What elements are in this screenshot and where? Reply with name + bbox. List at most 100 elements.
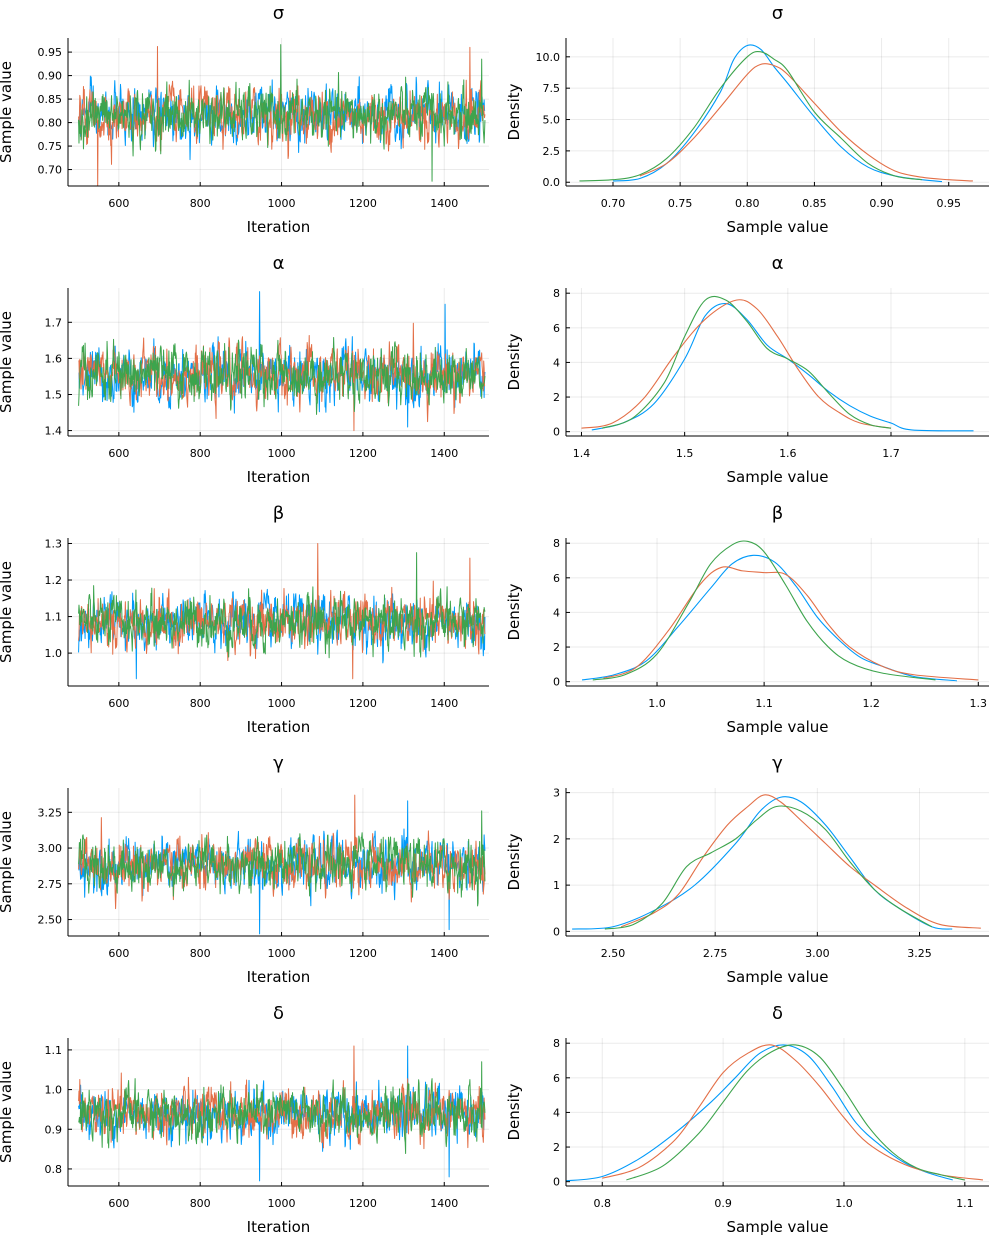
- x-axis-title: Sample value: [727, 218, 829, 236]
- y-tick-label: 1: [553, 879, 560, 892]
- y-tick-label: 6: [553, 322, 560, 335]
- density-plot-2: 1.0 1.1 1.2 1.3 0 2 4 6 8 β Sample value Density: [505, 503, 989, 736]
- series-group: [566, 1044, 984, 1182]
- x-tick-label: 600: [108, 197, 129, 210]
- y-tick-label: 5.0: [543, 114, 561, 127]
- y-tick-label: 0.90: [38, 70, 63, 83]
- density-curve-chain-3: [626, 1044, 965, 1181]
- density-curve-chain-2: [620, 794, 981, 929]
- y-tick-label: 3.00: [38, 842, 63, 855]
- panel-title: γ: [772, 753, 783, 774]
- density-curve-chain-1: [612, 44, 943, 183]
- density-plot-0: 0.70 0.75 0.80 0.85 0.90 0.95 0.0 2.5 5.0 7.5 10.0…: [505, 3, 989, 236]
- y-tick-label: 2: [553, 833, 560, 846]
- trace-plot-4: 600 800 1000 1200 1400 0.8 0.9 1.0 1.1 δ Iteration…: [0, 1003, 489, 1236]
- y-axis-title: Sample value: [0, 561, 15, 663]
- panel-title: β: [772, 503, 784, 524]
- y-tick-label: 6: [553, 1072, 560, 1085]
- y-tick-label: 1.4: [45, 425, 63, 438]
- density-curve-chain-1: [581, 554, 957, 682]
- x-tick-label: 800: [190, 447, 211, 460]
- y-tick-label: 8: [553, 537, 560, 550]
- y-tick-label: 3.25: [38, 806, 63, 819]
- trace-plot-1: 600 800 1000 1200 1400 1.4 1.5 1.6 1.7 α Iteration…: [0, 253, 489, 486]
- y-tick-label: 8: [553, 287, 560, 300]
- y-axis-title: Sample value: [0, 811, 15, 913]
- trace-plot-2: 600 800 1000 1200 1400 1.0 1.1 1.2 1.3 β Iteration…: [0, 503, 489, 736]
- x-tick-label: 1400: [430, 197, 458, 210]
- y-tick-label: 1.5: [45, 388, 63, 401]
- density-plot-3: 2.50 2.75 3.00 3.25 0 1 2 3 γ Sample value Density: [505, 753, 989, 986]
- x-tick-label: 1400: [430, 1197, 458, 1210]
- panel-title: δ: [273, 1003, 284, 1024]
- x-tick-label: 3.25: [907, 947, 932, 960]
- density-curve-chain-3: [579, 51, 922, 182]
- y-tick-label: 1.6: [45, 352, 63, 365]
- density-plot-1: 1.4 1.5 1.6 1.7 0 2 4 6 8 α Sample value Density: [505, 253, 989, 486]
- panel-title: β: [273, 503, 285, 524]
- x-tick-label: 1.1: [755, 697, 773, 710]
- series-group: [579, 44, 973, 183]
- x-tick-label: 800: [190, 947, 211, 960]
- y-tick-label: 0.85: [38, 93, 63, 106]
- y-tick-label: 10.0: [536, 51, 561, 64]
- y-axis-title: Sample value: [0, 311, 15, 413]
- trace-line-chain-3: [78, 44, 486, 182]
- x-tick-label: 0.95: [936, 197, 961, 210]
- y-tick-label: 2: [553, 641, 560, 654]
- y-axis-title: Density: [505, 333, 523, 390]
- y-tick-label: 1.2: [45, 574, 63, 587]
- x-tick-label: 1.2: [862, 697, 880, 710]
- x-tick-label: 1200: [349, 447, 377, 460]
- y-axis-title: Density: [505, 1083, 523, 1140]
- y-tick-label: 0.9: [45, 1123, 63, 1136]
- x-tick-label: 0.9: [714, 1197, 732, 1210]
- x-tick-label: 1000: [268, 697, 296, 710]
- y-tick-label: 0.8: [45, 1163, 63, 1176]
- x-tick-label: 600: [108, 947, 129, 960]
- x-tick-label: 1.1: [956, 1197, 974, 1210]
- y-axis-title: Density: [505, 583, 523, 640]
- panel-title: δ: [772, 1003, 783, 1024]
- x-axis-title: Sample value: [727, 968, 829, 986]
- density-curve-chain-3: [601, 295, 892, 429]
- x-tick-label: 0.85: [802, 197, 827, 210]
- x-tick-label: 1200: [349, 947, 377, 960]
- x-axis-title: Iteration: [247, 468, 311, 486]
- x-tick-label: 1000: [268, 197, 296, 210]
- y-tick-label: 0.70: [38, 164, 63, 177]
- x-tick-label: 600: [108, 697, 129, 710]
- y-tick-label: 0: [553, 676, 560, 689]
- y-tick-label: 2.50: [38, 914, 63, 927]
- y-axis-title: Density: [505, 833, 523, 890]
- x-tick-label: 800: [190, 197, 211, 210]
- y-tick-label: 0.0: [543, 176, 561, 189]
- y-tick-label: 3: [553, 787, 560, 800]
- y-tick-label: 0: [553, 925, 560, 938]
- series-group: [78, 44, 486, 186]
- series-group: [78, 542, 486, 680]
- series-group: [78, 794, 486, 935]
- y-tick-label: 1.1: [45, 1044, 63, 1057]
- x-tick-label: 1200: [349, 697, 377, 710]
- y-axis-title: Density: [505, 83, 523, 140]
- x-tick-label: 1.3: [970, 697, 988, 710]
- x-tick-label: 1400: [430, 697, 458, 710]
- y-tick-label: 4: [553, 356, 560, 369]
- x-tick-label: 0.90: [869, 197, 894, 210]
- y-tick-label: 2.75: [38, 878, 63, 891]
- density-curve-chain-1: [591, 303, 974, 432]
- x-tick-label: 800: [190, 697, 211, 710]
- x-tick-label: 0.70: [601, 197, 626, 210]
- density-curve-chain-2: [639, 63, 973, 182]
- x-tick-label: 1000: [268, 447, 296, 460]
- x-axis-title: Iteration: [247, 1218, 311, 1236]
- series-group: [581, 540, 979, 682]
- panel-title: γ: [273, 753, 284, 774]
- x-tick-label: 1200: [349, 1197, 377, 1210]
- x-tick-label: 1.0: [835, 1197, 853, 1210]
- x-tick-label: 600: [108, 447, 129, 460]
- panel-title: α: [772, 253, 784, 274]
- panel-title: σ: [273, 3, 284, 24]
